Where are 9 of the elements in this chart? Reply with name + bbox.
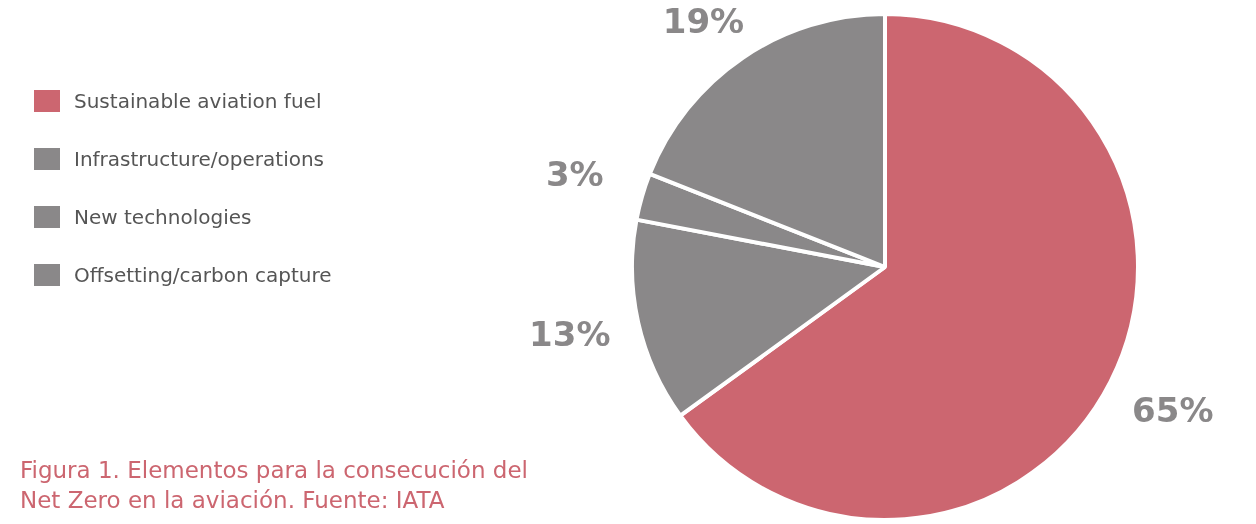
legend-label: Sustainable aviation fuel xyxy=(74,89,322,113)
text: Figura 1. Elementos para la consecución del Net Zero en la aviación. Fuente: IATA xyxy=(20,456,529,515)
data-label: 19% xyxy=(662,0,745,41)
data-label: 13% xyxy=(529,314,611,355)
data-label: 3% xyxy=(545,153,604,194)
legend-label: Offsetting/carbon capture xyxy=(74,263,332,287)
legend-label: New technologies xyxy=(74,205,252,229)
data-label: 65% xyxy=(1132,390,1214,431)
legend-label: Infrastructure/operations xyxy=(74,147,325,171)
